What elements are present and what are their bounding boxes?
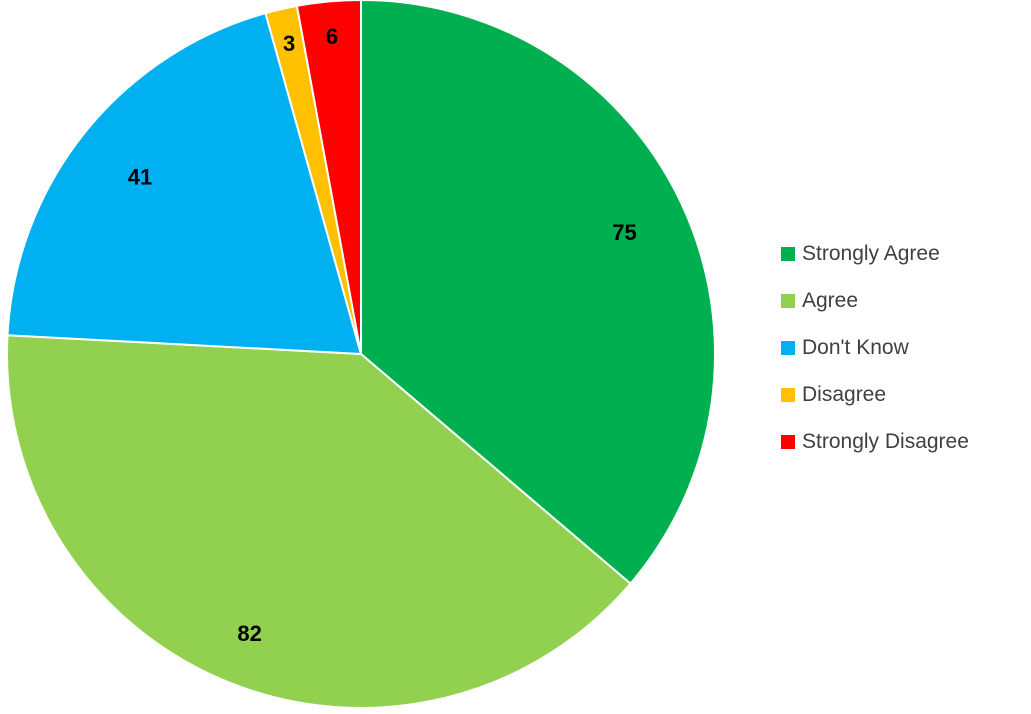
pie-slice-strongly-disagree [295,0,362,355]
data-label-don-t-know: 41 [128,164,152,189]
legend-item-strongly-disagree: Strongly Disagree [781,430,969,454]
data-label-disagree: 3 [283,31,295,56]
legend-label-don-t-know: Don't Know [802,336,909,359]
legend: Strongly Agree Agree Don't Know Disagree Str… [781,242,969,477]
legend-item-disagree: Disagree [781,383,969,407]
legend-label-strongly-agree: Strongly Agree [802,242,940,265]
legend-swatch-strongly-agree [781,247,795,261]
legend-label-agree: Agree [802,289,859,312]
data-label-strongly-disagree: 6 [326,24,338,49]
pie-slice-don-t-know [6,11,363,356]
data-label-agree: 82 [237,621,261,646]
legend-item-strongly-agree: Strongly Agree [781,242,969,266]
legend-swatch-agree [781,294,795,308]
pie-slice-agree [6,334,632,709]
legend-item-don-t-know: Don't Know [781,336,969,360]
legend-label-disagree: Disagree [802,383,887,406]
pie-data-labels: 75 82 41 3 6 [128,24,637,646]
pie-slices [6,0,717,709]
legend-swatch-strongly-disagree [781,435,795,449]
pie-slice-strongly-agree [360,0,717,586]
legend-swatch-disagree [781,388,795,402]
data-label-strongly-agree: 75 [612,220,636,245]
legend-item-agree: Agree [781,289,969,313]
legend-label-strongly-disagree: Strongly Disagree [802,430,969,453]
legend-swatch-don-t-know [781,341,795,355]
